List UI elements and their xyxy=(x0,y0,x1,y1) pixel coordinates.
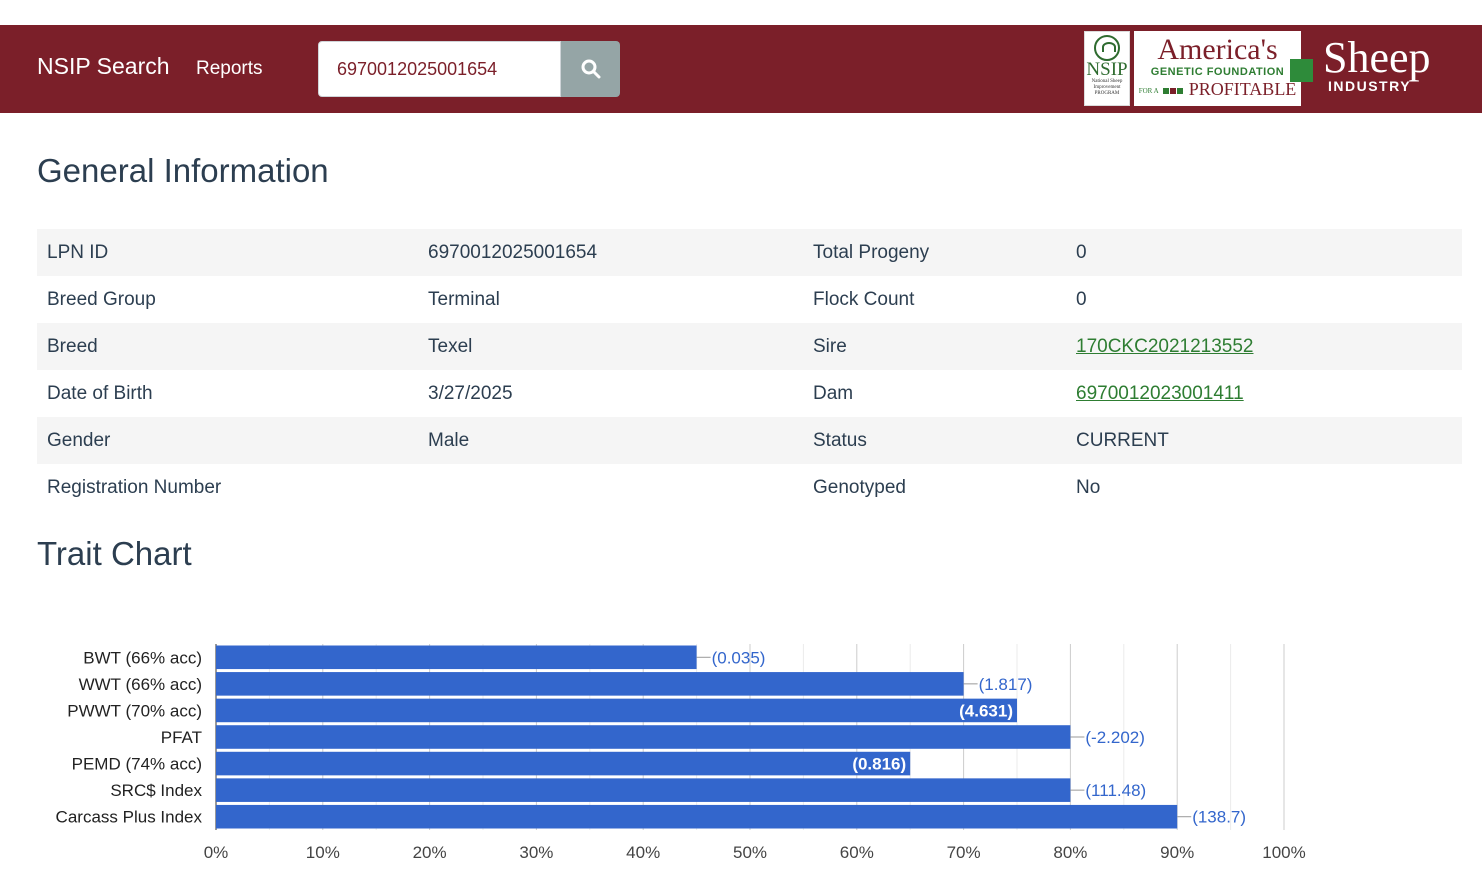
table-row: LPN ID 6970012025001654 Total Progeny 0 xyxy=(37,229,1462,276)
x-tick-label: 20% xyxy=(413,843,447,862)
info-label: Total Progeny xyxy=(803,229,1066,276)
search-input[interactable] xyxy=(318,41,561,97)
info-value: 0 xyxy=(1066,229,1462,276)
nsip-logo-word: NSIP xyxy=(1086,59,1128,80)
info-value: 6970012025001654 xyxy=(418,229,803,276)
nsip-logo-tagline: National Sheep Improvement PROGRAM xyxy=(1091,79,1123,96)
category-label: WWT (66% acc) xyxy=(79,675,202,694)
agf-logo-line3-row: FOR A PROFITABLE xyxy=(1134,79,1301,101)
sire-link[interactable]: 170CKC2021213552 xyxy=(1076,335,1254,357)
dam-link[interactable]: 6970012023001411 xyxy=(1076,382,1244,404)
agf-logo-line3: PROFITABLE xyxy=(1188,79,1297,99)
data-label: (0.035) xyxy=(712,648,766,667)
table-row: Breed Texel Sire 170CKC2021213552 xyxy=(37,323,1462,370)
sheep-industry-logo[interactable]: Sheep INDUSTRY xyxy=(1323,33,1431,94)
agf-logo[interactable]: America's GENETIC FOUNDATION FOR A PROFI… xyxy=(1134,31,1301,106)
table-row: Gender Male Status CURRENT xyxy=(37,417,1462,464)
info-value: Male xyxy=(418,417,803,464)
info-value: 3/27/2025 xyxy=(428,382,513,404)
table-row: Date of Birth 3/27/2025 Dam 697001202300… xyxy=(37,370,1462,417)
search-box xyxy=(318,41,620,97)
info-label: Breed Group xyxy=(47,288,156,310)
agf-logo-line3-prefix: FOR A xyxy=(1138,86,1159,95)
trait-chart: 0% 10% 20% 30% 40% 50% 60% 70% 80% 90% 100% BWT (66… xyxy=(56,644,1306,862)
sire-cell: 170CKC2021213552 xyxy=(1066,323,1462,370)
top-spacer xyxy=(0,0,1482,25)
category-label: BWT (66% acc) xyxy=(83,648,202,667)
bar xyxy=(216,698,1017,723)
info-value xyxy=(418,464,803,511)
info-label: Date of Birth xyxy=(47,382,153,404)
info-value: Terminal xyxy=(428,288,500,310)
bar xyxy=(216,725,1071,749)
info-label: Breed xyxy=(37,323,418,370)
agf-square-icon xyxy=(1163,87,1170,94)
general-info-table: LPN ID 6970012025001654 Total Progeny 0 … xyxy=(37,229,1462,511)
agf-square-icon xyxy=(1177,87,1184,94)
x-tick-label: 90% xyxy=(1160,843,1194,862)
info-label: Genotyped xyxy=(813,476,906,498)
reports-link[interactable]: Reports xyxy=(196,58,263,79)
info-label: Registration Number xyxy=(47,476,222,498)
dam-cell: 6970012023001411 xyxy=(1066,370,1462,417)
x-tick-label: 80% xyxy=(1053,843,1087,862)
sheep-logo-line1: Sheep xyxy=(1323,33,1431,82)
agf-logo-line1: America's xyxy=(1157,33,1278,66)
category-label: PWWT (70% acc) xyxy=(67,701,202,720)
x-tick-label: 40% xyxy=(626,843,660,862)
info-value: Texel xyxy=(418,323,803,370)
info-value: 0 xyxy=(1076,288,1087,310)
data-label: (1.817) xyxy=(979,675,1033,694)
brand-link[interactable]: NSIP Search xyxy=(37,53,170,79)
general-information-title: General Information xyxy=(37,152,329,189)
x-tick-label: 50% xyxy=(733,843,767,862)
x-tick-label: 60% xyxy=(840,843,874,862)
data-label: (0.816) xyxy=(852,755,906,774)
info-label: Flock Count xyxy=(813,288,915,310)
agf-square-icon xyxy=(1170,87,1177,94)
info-label: Sire xyxy=(803,323,1066,370)
category-label: Carcass Plus Index xyxy=(56,808,203,827)
info-value: No xyxy=(1076,476,1101,498)
x-tick-label: 0% xyxy=(204,843,229,862)
table-row: Breed Group Terminal Flock Count 0 xyxy=(37,276,1462,323)
nsip-seal-icon xyxy=(1094,35,1120,61)
bar xyxy=(216,804,1178,829)
x-tick-label: 70% xyxy=(947,843,981,862)
info-label: Gender xyxy=(37,417,418,464)
bar xyxy=(216,751,911,776)
nsip-logo[interactable]: NSIP National Sheep Improvement PROGRAM xyxy=(1084,31,1130,106)
x-tick-label: 30% xyxy=(519,843,553,862)
search-icon xyxy=(581,59,600,79)
agf-logo-line2: GENETIC FOUNDATION xyxy=(1150,66,1285,78)
info-label: Status xyxy=(803,417,1066,464)
data-label: (-2.202) xyxy=(1085,728,1145,747)
data-label: (4.631) xyxy=(959,701,1013,720)
x-tick-label: 10% xyxy=(306,843,340,862)
data-label: (138.7) xyxy=(1192,808,1246,827)
x-tick-label: 100% xyxy=(1262,843,1305,862)
bar xyxy=(216,672,964,696)
category-label: PEMD (74% acc) xyxy=(72,755,202,774)
bar xyxy=(216,645,697,670)
category-label: PFAT xyxy=(161,728,202,747)
sheep-flag-icon xyxy=(1290,59,1313,82)
info-label: Dam xyxy=(813,382,854,404)
search-button[interactable] xyxy=(561,41,620,97)
category-label: SRC$ Index xyxy=(110,781,202,800)
table-row: Registration Number Genotyped No xyxy=(37,464,1462,511)
sheep-logo-line2: INDUSTRY xyxy=(1328,78,1412,94)
info-value: CURRENT xyxy=(1066,417,1462,464)
info-label: LPN ID xyxy=(37,229,418,276)
bar xyxy=(216,778,1071,802)
navbar: NSIP Search Reports NSIP National Sheep … xyxy=(0,25,1482,113)
data-label: (111.48) xyxy=(1085,781,1146,800)
trait-chart-title: Trait Chart xyxy=(37,535,192,572)
